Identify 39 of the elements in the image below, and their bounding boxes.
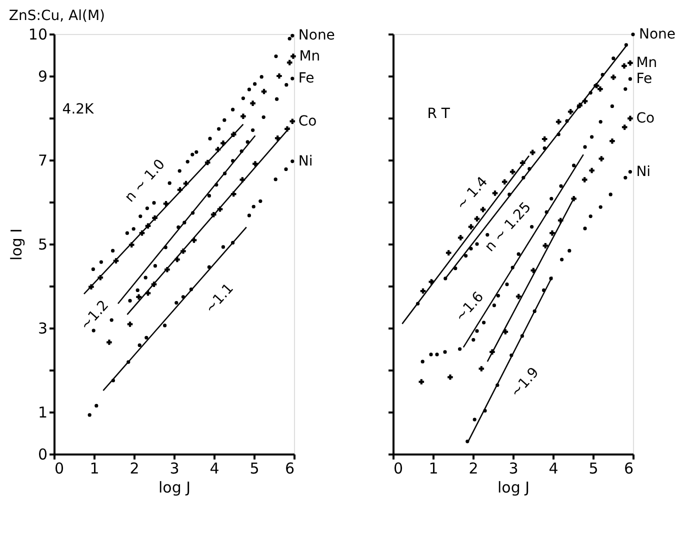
series-label: Fe: [298, 70, 314, 87]
annotation: ~ 1.4: [453, 174, 492, 214]
y-tick-label: 1: [38, 404, 48, 422]
x-tick-label: 4: [548, 460, 558, 478]
x-axis-title: log J: [497, 478, 530, 496]
x-tick-label: 6: [284, 460, 294, 478]
x-tick-label: 5: [588, 460, 598, 478]
x-axis-title: log J: [158, 478, 191, 496]
annotation: 4.2K: [62, 102, 95, 118]
x-tick-label: 5: [250, 460, 260, 478]
series-label: Ni: [298, 153, 313, 170]
x-tick-label: 2: [468, 460, 478, 478]
series-label: None: [639, 26, 676, 42]
y-tick-label: 3: [38, 320, 48, 338]
series-label: Co: [636, 110, 655, 126]
annotation: n ~ 1.0: [122, 156, 168, 206]
y-tick-label: 7: [38, 152, 48, 170]
series-label: Fe: [636, 70, 652, 87]
x-tick-label: 0: [394, 460, 404, 478]
x-tick-label: 6: [624, 460, 634, 478]
x-tick-label: 2: [130, 460, 140, 478]
x-tick-label: 1: [90, 460, 100, 478]
y-tick-label: 9: [38, 68, 48, 86]
series-label: None: [298, 28, 335, 44]
x-tick-label: 3: [170, 460, 180, 478]
y-tick-label: 5: [38, 236, 48, 254]
y-tick-label: 0: [38, 446, 48, 464]
x-tick-label: 1: [428, 460, 438, 478]
y-axis-title: log I: [7, 228, 26, 261]
series-label: Mn: [636, 54, 658, 71]
series-label: Co: [298, 113, 317, 130]
chart-title: ZnS:Cu, Al(M): [8, 8, 106, 24]
x-tick-label: 3: [508, 460, 518, 478]
series-label: Mn: [299, 48, 320, 64]
x-tick-label: 0: [54, 460, 64, 478]
series-label: Ni: [636, 164, 651, 180]
y-tick-label: 10: [28, 26, 48, 44]
annotation: R T: [427, 106, 450, 122]
x-tick-label: 4: [210, 460, 220, 478]
